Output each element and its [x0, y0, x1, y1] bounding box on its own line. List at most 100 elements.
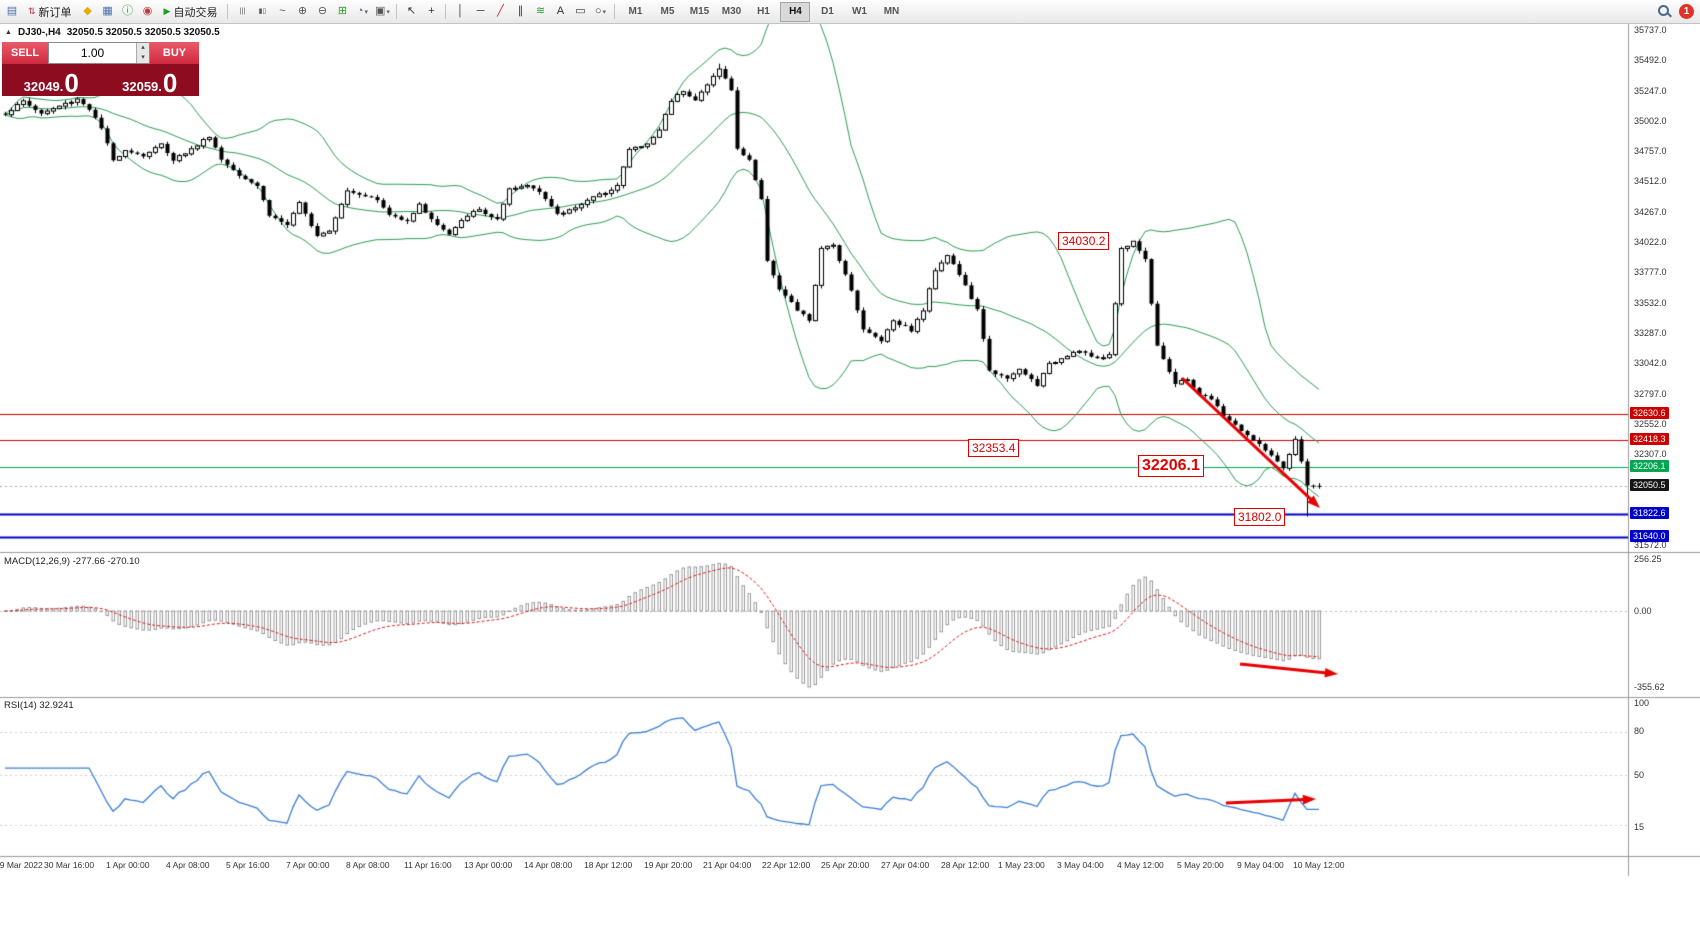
- zoom-in-icon-glyph: ⊕: [297, 5, 308, 17]
- market-watch-icon-glyph: ▦: [102, 5, 113, 17]
- zoom-out-icon[interactable]: ⊖: [313, 2, 331, 21]
- buy-price-big-digit: 0: [162, 68, 178, 98]
- timeframe-button-m1[interactable]: M1: [628, 6, 643, 17]
- zoom-out-icon-glyph: ⊖: [317, 5, 328, 17]
- history-icon[interactable]: ◉: [139, 2, 157, 21]
- zoom-in-icon[interactable]: ⊕: [293, 2, 311, 21]
- new-chart-icon-glyph: ▤: [6, 5, 18, 17]
- text-icon[interactable]: A: [551, 2, 569, 21]
- channel-icon[interactable]: ∥: [511, 2, 529, 21]
- toolbar-separator: [227, 4, 229, 19]
- price-level-badge: 32630.6: [1630, 407, 1669, 420]
- rsi-axis-label: 80: [1634, 726, 1645, 736]
- history-icon-glyph: ◉: [142, 5, 153, 17]
- dropdown-caret-icon: ▾: [386, 8, 390, 16]
- toolbar-separator: [614, 4, 616, 19]
- sell-price-big-digit: 0: [64, 68, 79, 98]
- time-axis-label: 19 Apr 20:00: [644, 860, 693, 870]
- sell-price: 32049. 0: [2, 64, 101, 96]
- symbol-ohlc-line: ▲ DJ30-,H4 32050.5 32050.5 32050.5 32050…: [5, 27, 220, 38]
- rsi-axis-label: 50: [1634, 770, 1645, 780]
- vertical-line-icon-glyph: │: [457, 5, 464, 17]
- candlestick-chart-icon[interactable]: ▮▯: [253, 2, 271, 21]
- macd-axis-label: -355.62: [1634, 682, 1665, 692]
- trendline-icon[interactable]: ╱: [491, 2, 509, 21]
- info-icon-glyph: ⓘ: [122, 5, 134, 17]
- price-level-badge: 31822.6: [1630, 507, 1669, 519]
- notification-badge[interactable]: 1: [1679, 4, 1694, 19]
- macd-indicator-label: MACD(12,26,9) -277.66 -270.10: [4, 556, 140, 567]
- time-axis-label: 25 Apr 20:00: [821, 860, 870, 870]
- volume-field[interactable]: 1.00 ▴ ▾: [48, 42, 150, 64]
- autotrade-button[interactable]: ▶ 自动交易: [159, 2, 223, 21]
- cursor-icon[interactable]: ↖: [402, 2, 420, 21]
- price-callout: 31802.0: [1234, 507, 1286, 526]
- time-axis-label: 3 May 04:00: [1057, 860, 1104, 870]
- price-axis-label: 35002.0: [1634, 115, 1667, 126]
- mql5-icon[interactable]: ◆: [79, 2, 97, 21]
- new-order-button[interactable]: ⇅ 新订单: [23, 2, 77, 21]
- sell-button[interactable]: SELL: [2, 42, 48, 64]
- time-axis-label: 4 Apr 08:00: [166, 860, 210, 870]
- timeframe-button-m15[interactable]: M15: [689, 6, 710, 17]
- timeframe-button-m30[interactable]: M30: [721, 6, 742, 17]
- templates-icon[interactable]: ▣ ▾: [373, 2, 391, 21]
- time-axis-label: 29 Mar 2022: [0, 860, 43, 870]
- timeframe-button-d1[interactable]: D1: [821, 6, 834, 17]
- candlestick-chart-icon-glyph: ▮▯: [258, 8, 267, 15]
- macd-axis-label: 256.25: [1634, 554, 1662, 564]
- time-axis-label: 1 May 23:00: [998, 860, 1045, 870]
- time-axis-label: 28 Apr 12:00: [941, 860, 990, 870]
- price-level-badge: 32050.5: [1630, 478, 1669, 491]
- timeframe-button-h1[interactable]: H1: [757, 6, 770, 17]
- templates-icon-glyph: ▣: [375, 5, 386, 17]
- bar-chart-icon[interactable]: |||: [233, 2, 251, 21]
- shapes-icon[interactable]: ○ ▾: [591, 2, 609, 21]
- horizontal-line-icon[interactable]: ─: [471, 2, 489, 21]
- volume-spinner[interactable]: ▴ ▾: [136, 43, 149, 63]
- timeframe-button-m5[interactable]: M5: [660, 6, 675, 17]
- autotrade-button-label: 自动交易: [173, 6, 218, 19]
- shapes-icon-glyph: ○: [594, 5, 602, 17]
- price-axis-label: 34512.0: [1634, 176, 1667, 187]
- toolbar-right-group: 1: [1657, 0, 1694, 23]
- buy-button[interactable]: BUY: [150, 42, 199, 64]
- fibonacci-icon-glyph: ≋: [535, 5, 546, 17]
- autoscroll-icon[interactable]: ◔ ▾: [353, 2, 371, 21]
- sell-price-main: 32049.: [23, 79, 64, 94]
- line-chart-icon[interactable]: ~: [273, 2, 291, 21]
- symbol-name: DJ30-,H4: [17, 27, 61, 38]
- collapse-triangle-icon[interactable]: ▲: [5, 29, 12, 36]
- time-axis-label: 14 Apr 08:00: [524, 860, 573, 870]
- time-axis-label: 13 Apr 00:00: [464, 860, 513, 870]
- volume-up-icon[interactable]: ▴: [141, 44, 145, 51]
- search-icon[interactable]: [1657, 4, 1672, 19]
- new-chart-icon[interactable]: ▤: [3, 2, 21, 21]
- price-level-badge: 32418.3: [1630, 433, 1669, 446]
- cursor-icon-glyph: ↖: [406, 5, 417, 17]
- price-axis-label: 33287.0: [1634, 327, 1667, 338]
- time-axis-label: 10 May 12:00: [1293, 860, 1345, 870]
- price-axis-label: 32797.0: [1634, 388, 1667, 399]
- info-icon[interactable]: ⓘ: [119, 2, 137, 21]
- volume-down-icon[interactable]: ▾: [141, 54, 145, 61]
- market-watch-icon[interactable]: ▦: [99, 2, 117, 21]
- timeframe-button-mn[interactable]: MN: [883, 6, 900, 17]
- timeframe-button-h4[interactable]: H4: [780, 1, 811, 22]
- price-level-badge: 31640.0: [1630, 529, 1669, 542]
- buy-price: 32059. 0: [101, 64, 200, 96]
- time-axis-label: 4 May 12:00: [1117, 860, 1164, 870]
- timeframe-button-w1[interactable]: W1: [851, 6, 867, 17]
- crosshair-icon[interactable]: +: [422, 2, 440, 21]
- time-axis-label: 22 Apr 12:00: [762, 860, 811, 870]
- time-axis-label: 9 May 04:00: [1237, 860, 1284, 870]
- vertical-line-icon[interactable]: │: [451, 2, 469, 21]
- fibonacci-icon[interactable]: ≋: [531, 2, 549, 21]
- label-icon[interactable]: ▭: [571, 2, 589, 21]
- tile-windows-icon[interactable]: ⊞: [333, 2, 351, 21]
- horizontal-line-icon-glyph: ─: [476, 5, 485, 17]
- search-icon-circle: [1658, 5, 1669, 16]
- bar-chart-icon-glyph: |||: [239, 8, 246, 15]
- price-axis-label: 35737.0: [1634, 25, 1667, 35]
